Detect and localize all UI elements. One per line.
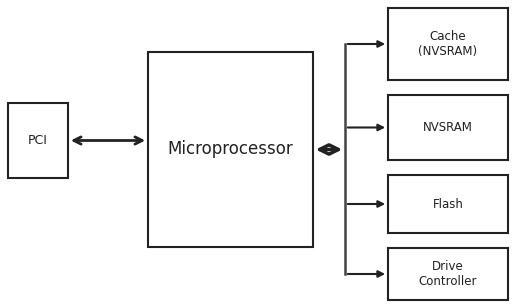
Bar xyxy=(388,8,508,80)
Text: Microprocessor: Microprocessor xyxy=(167,140,293,159)
Bar xyxy=(388,175,508,233)
Text: Drive
Controller: Drive Controller xyxy=(419,260,477,288)
Text: PCI: PCI xyxy=(28,134,48,147)
Text: Cache
(NVSRAM): Cache (NVSRAM) xyxy=(418,30,478,58)
Bar xyxy=(388,95,508,160)
Bar xyxy=(8,103,68,178)
Text: Flash: Flash xyxy=(433,197,464,210)
Bar xyxy=(148,52,313,247)
Bar xyxy=(388,248,508,300)
Text: NVSRAM: NVSRAM xyxy=(423,121,473,134)
